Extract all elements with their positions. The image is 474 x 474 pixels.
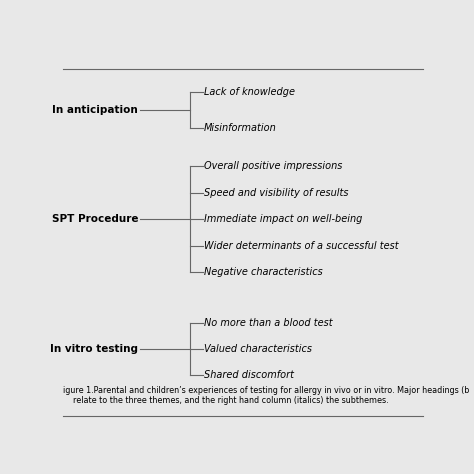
Text: Immediate impact on well-being: Immediate impact on well-being <box>204 214 362 224</box>
Text: igure 1.Parental and children’s experiences of testing for allergy in vivo or in: igure 1.Parental and children’s experien… <box>63 386 469 405</box>
Text: In anticipation: In anticipation <box>53 105 138 115</box>
Text: In vitro testing: In vitro testing <box>50 344 138 354</box>
Text: Speed and visibility of results: Speed and visibility of results <box>204 188 348 198</box>
Text: Valued characteristics: Valued characteristics <box>204 344 311 354</box>
Text: Wider determinants of a successful test: Wider determinants of a successful test <box>204 241 398 251</box>
Text: Lack of knowledge: Lack of knowledge <box>204 87 295 97</box>
Text: Overall positive impressions: Overall positive impressions <box>204 161 342 172</box>
Text: SPT Procedure: SPT Procedure <box>52 214 138 224</box>
Text: Shared discomfort: Shared discomfort <box>204 370 293 380</box>
Text: Misinformation: Misinformation <box>204 123 276 133</box>
Text: Negative characteristics: Negative characteristics <box>204 267 322 277</box>
Text: No more than a blood test: No more than a blood test <box>204 318 332 328</box>
